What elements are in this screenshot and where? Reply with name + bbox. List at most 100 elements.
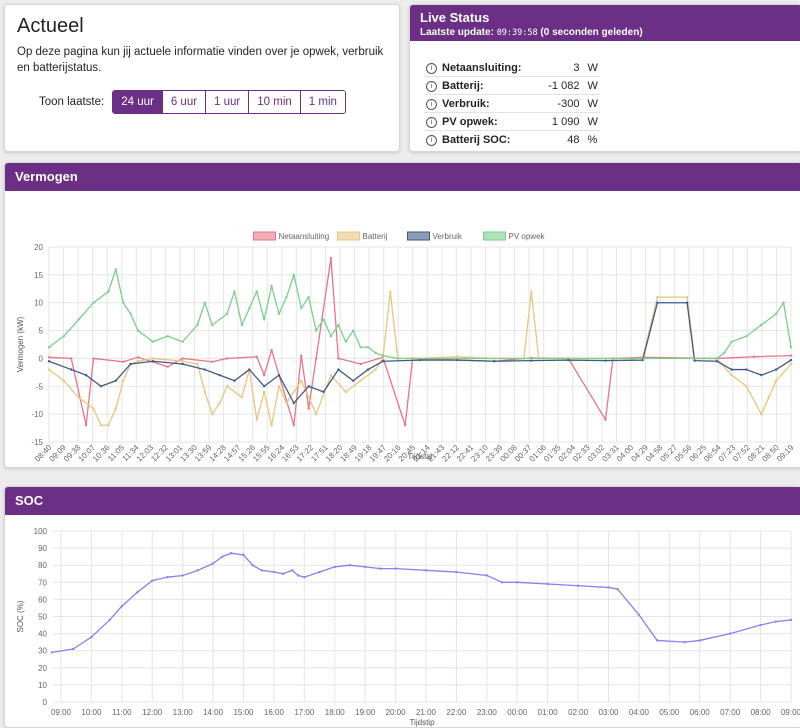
data-point [344,390,347,394]
info-icon[interactable]: i [426,62,437,74]
legend-label[interactable]: PV opwek [509,232,546,241]
data-point [77,318,80,321]
data-point [211,412,214,416]
data-point [218,373,221,377]
data-point [789,362,793,366]
data-point [218,401,221,405]
data-point [47,356,51,359]
data-point [122,360,125,363]
data-point [683,640,686,644]
actueel-card: Actueel Op deze pagina kun jij actuele i… [4,4,400,152]
data-point [693,359,696,362]
data-point [329,334,333,338]
data-point [329,373,333,377]
data-point [604,418,607,421]
info-icon[interactable]: i [426,80,437,92]
last-update-time: 09:39:58 [496,28,538,38]
data-point [322,390,325,394]
data-point [359,346,362,349]
data-point [225,312,229,316]
data-point [374,351,377,355]
x-tick-label: 17:00 [294,708,315,717]
y-tick-label: 0 [43,698,48,707]
data-point [500,581,504,584]
data-point [92,357,95,360]
x-tick-label: 12:00 [142,708,163,717]
data-point [655,639,659,642]
data-point [262,318,266,321]
data-point [99,385,103,388]
legend-swatch[interactable] [253,231,276,241]
live-status-table: i Netaansluiting: 3 W i Batterij: -1 082 W… [424,59,600,148]
y-tick-label: 50 [38,613,47,622]
data-point [196,362,199,366]
status-row-netaansluiting: i Netaansluiting: 3 W [424,59,600,77]
data-point [114,268,117,271]
y-tick-label: 10 [34,299,43,308]
data-point [166,365,169,368]
status-unit: W [585,76,600,95]
legend-swatch[interactable] [483,231,506,241]
status-label: Batterij SOC: [442,133,511,146]
info-icon[interactable]: i [426,134,437,146]
status-row-pv-opwek: i PV opwek: 1 090 W [424,112,600,131]
range-button-10-min[interactable]: 10 min [248,91,300,113]
data-point [730,373,733,377]
data-point [181,340,184,343]
range-button-24-uur[interactable]: 24 uur [113,91,162,113]
x-tick-label: 19:00 [355,708,376,717]
legend-label[interactable]: Verbruik [433,232,463,241]
data-point [616,587,619,591]
range-button-6-uur[interactable]: 6 uur [161,91,206,113]
legend-swatch[interactable] [337,231,360,241]
data-point [290,569,294,572]
info-icon[interactable]: i [426,116,437,128]
x-tick-label: 20:00 [386,708,407,717]
legend-swatch[interactable] [407,231,430,241]
vermogen-chart[interactable]: 20151050-5-10-1508:4009:0909:3810:0710:3… [5,191,800,467]
data-point [292,273,296,277]
data-point [530,359,533,362]
data-point [240,323,244,327]
y-tick-label: -15 [31,438,43,447]
data-point [285,295,288,299]
data-point [196,569,200,572]
y-tick-label: 70 [38,578,47,587]
data-point [122,301,125,304]
data-point [760,373,763,377]
data-point [604,359,607,362]
status-value: -1 082 [531,76,586,95]
data-point [789,354,793,357]
live-status-header: Live Status Laatste update: 09:39:58 (0 … [410,5,800,41]
data-point [240,396,244,399]
data-point [485,574,489,577]
info-icon[interactable]: i [426,98,437,110]
last-update: Laatste update: 09:39:58 (0 seconden gel… [420,27,792,38]
status-row-batterij-soc: i Batterij SOC: 48 % [424,130,600,148]
data-point [270,348,273,352]
range-button-1-uur[interactable]: 1 uur [205,91,249,113]
x-tick-label: 09:19 [775,443,796,464]
legend-label[interactable]: Netaansluiting [279,232,330,241]
data-point [352,379,355,382]
status-label: Verbruik: [442,97,490,110]
data-point [107,290,110,293]
y-tick-label: 90 [38,544,47,553]
data-point [337,357,340,360]
data-point [337,368,340,371]
x-tick-label: 09:00 [51,708,72,717]
data-point [270,424,273,427]
data-point [122,379,125,382]
vermogen-card: Vermogen 20 15 10 5 0 -5 -10 -15 08:40 09:09 09:38… [4,162,800,468]
data-point [62,334,66,338]
data-point [255,355,258,358]
data-point [92,301,95,304]
legend-label[interactable]: Batterij [363,232,388,241]
range-button-1-min[interactable]: 1 min [299,91,345,113]
data-point [314,412,318,416]
x-tick-label: 13:00 [173,708,194,717]
y-tick-label: 0 [39,354,44,363]
data-point [745,368,748,371]
x-axis-label: Tijdstip [407,452,433,461]
